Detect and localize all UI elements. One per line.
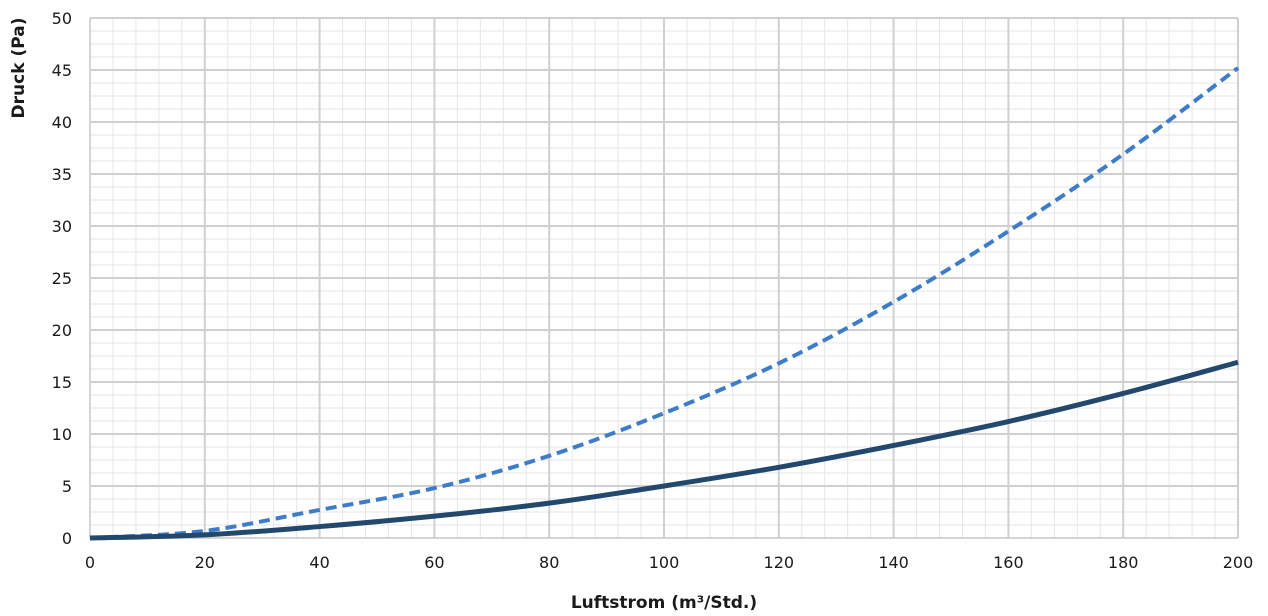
y-tick-label: 30 xyxy=(52,217,72,236)
y-axis-title: Druck (Pa) xyxy=(9,18,29,119)
y-tick-label: 25 xyxy=(52,269,72,288)
x-tick-label: 160 xyxy=(993,553,1024,572)
major-gridlines xyxy=(89,17,1239,539)
x-tick-label: 40 xyxy=(309,553,329,572)
x-tick-label: 20 xyxy=(195,553,215,572)
series-line-solid xyxy=(89,359,1239,541)
y-tick-label: 10 xyxy=(52,425,72,444)
series-lines xyxy=(89,66,1240,541)
series-line-dashed xyxy=(89,66,1240,540)
y-tick-label: 35 xyxy=(52,165,72,184)
x-tick-label: 200 xyxy=(1223,553,1254,572)
x-tick-label: 140 xyxy=(878,553,909,572)
y-tick-label: 50 xyxy=(52,9,72,28)
y-tick-label: 15 xyxy=(52,373,72,392)
y-tick-label: 20 xyxy=(52,321,72,340)
x-axis-title: Luftstrom (m³/Std.) xyxy=(571,593,757,613)
x-tick-label: 100 xyxy=(649,553,680,572)
x-tick-label: 120 xyxy=(764,553,795,572)
x-tick-label: 0 xyxy=(85,553,95,572)
x-tick-label: 180 xyxy=(1108,553,1139,572)
y-tick-label: 45 xyxy=(52,61,72,80)
x-tick-label: 80 xyxy=(539,553,559,572)
tick-labels: 0 20 40 60 80 100 120 140 160 180 200 0 5 10 15 20 25 30 3… xyxy=(52,9,1254,572)
y-tick-label: 0 xyxy=(62,529,72,548)
x-tick-label: 60 xyxy=(424,553,444,572)
y-tick-label: 40 xyxy=(52,113,72,132)
y-tick-label: 5 xyxy=(62,477,72,496)
